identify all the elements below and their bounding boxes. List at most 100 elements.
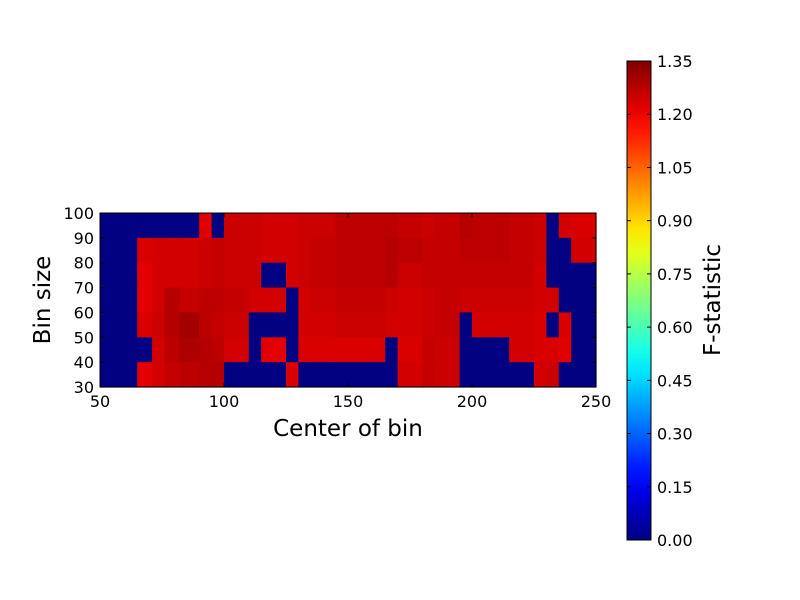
y-tick-label: 70 [74,279,94,298]
y-axis-label: Bin size [30,256,56,345]
colorbar-label: F-statistic [700,244,726,356]
heatmap-cell [385,312,399,338]
x-axis-label: Center of bin [273,416,423,442]
heatmap-cells [99,212,597,388]
heatmap-cell [261,337,287,363]
heatmap-cell [179,312,200,338]
heatmap-cell [397,287,423,314]
heatmap-cell [385,362,399,388]
heatmap-cell [434,262,461,289]
heatmap-cell [100,237,138,264]
heatmap-cell [261,312,287,338]
heatmap-cell [459,237,473,264]
heatmap-cell [286,213,299,239]
axis-ticks: 50 100 150 200 250 30 40 50 60 70 80 90 100 0.00 0.15 0… [63,52,692,550]
heatmap-cell [211,287,225,314]
heatmap-cell [558,213,572,239]
heatmap-cell [558,262,572,289]
colorbar-tick-label: 0.15 [657,478,693,497]
heatmap-cell [211,237,225,264]
heatmap-cell [571,337,597,363]
heatmap-cell [310,262,337,289]
heatmap-cell [261,362,287,388]
heatmap-cell [310,312,337,338]
heatmap-cell [248,337,262,363]
heatmap-cell [459,337,473,363]
heatmap-cell [211,262,225,289]
heatmap-cell [558,362,572,388]
heatmap-cell [310,362,337,388]
heatmap-cell [558,237,572,264]
colorbar-tick-label: 0.60 [657,318,693,337]
heatmap-cell [100,362,138,388]
heatmap-cell [509,262,535,289]
heatmap-cell [434,337,461,363]
colorbar-tick-label: 0.90 [657,212,693,231]
heatmap-cell [546,287,560,314]
heatmap-cell [286,312,299,338]
heatmap-cell [298,213,312,239]
heatmap-cell [397,213,423,239]
heatmap-cell [137,237,153,264]
colorbar-tick-label: 1.20 [657,105,693,124]
heatmap-cell [335,287,386,314]
heatmap-cell [472,237,510,264]
heatmap-cell [571,262,597,289]
heatmap-cell [310,213,337,239]
heatmap-cell [335,213,386,239]
heatmap-cell [459,312,473,338]
heatmap-cell [137,337,153,363]
heatmap-cell [224,262,250,289]
heatmap-cell [459,362,473,388]
heatmap-cell [211,362,225,388]
heatmap-cell [509,337,535,363]
heatmap-cell [546,213,560,239]
heatmap-cell [335,312,386,338]
heatmap-cell [534,237,547,264]
y-tick-label: 100 [63,204,94,223]
heatmap-cell [546,262,560,289]
heatmap-cell [224,362,250,388]
heatmap-cell [286,287,299,314]
heatmap-cell [199,337,213,363]
heatmap-cell [152,362,166,388]
heatmap-cell [434,362,461,388]
heatmap-cell [224,337,250,363]
heatmap-cell [422,237,436,264]
heatmap-cell [224,312,250,338]
heatmap-cell [385,337,399,363]
heatmap-cell [224,237,250,264]
heatmap-cell [546,362,560,388]
y-tick-label: 40 [74,353,94,372]
heatmap-cell [261,287,287,314]
colorbar-gradient [626,60,652,541]
heatmap-cell [509,213,535,239]
heatmap-cell [385,287,399,314]
heatmap-cell [422,287,436,314]
heatmap-cell [459,213,473,239]
heatmap-cell [509,287,535,314]
x-tick-label: 250 [581,392,612,411]
heatmap-cell [164,287,180,314]
heatmap-cell [298,262,312,289]
heatmap-cell [571,287,597,314]
heatmap-cell [199,237,213,264]
heatmap-cell [179,362,200,388]
heatmap-cell [298,337,312,363]
heatmap-cell [385,213,399,239]
heatmap-cell [534,262,547,289]
heatmap-cell [199,262,213,289]
heatmap-cell [397,337,423,363]
heatmap-cell [422,362,436,388]
colorbar [626,60,652,541]
heatmap-cell [434,213,461,239]
heatmap-cell [100,312,138,338]
heatmap-cell [248,213,262,239]
heatmap-cell [472,312,510,338]
heatmap-cell [397,362,423,388]
heatmap-cell [509,362,535,388]
heatmap-cell [248,312,262,338]
heatmap-cell [534,362,547,388]
heatmap-cell [397,237,423,264]
heatmap-cell [534,287,547,314]
